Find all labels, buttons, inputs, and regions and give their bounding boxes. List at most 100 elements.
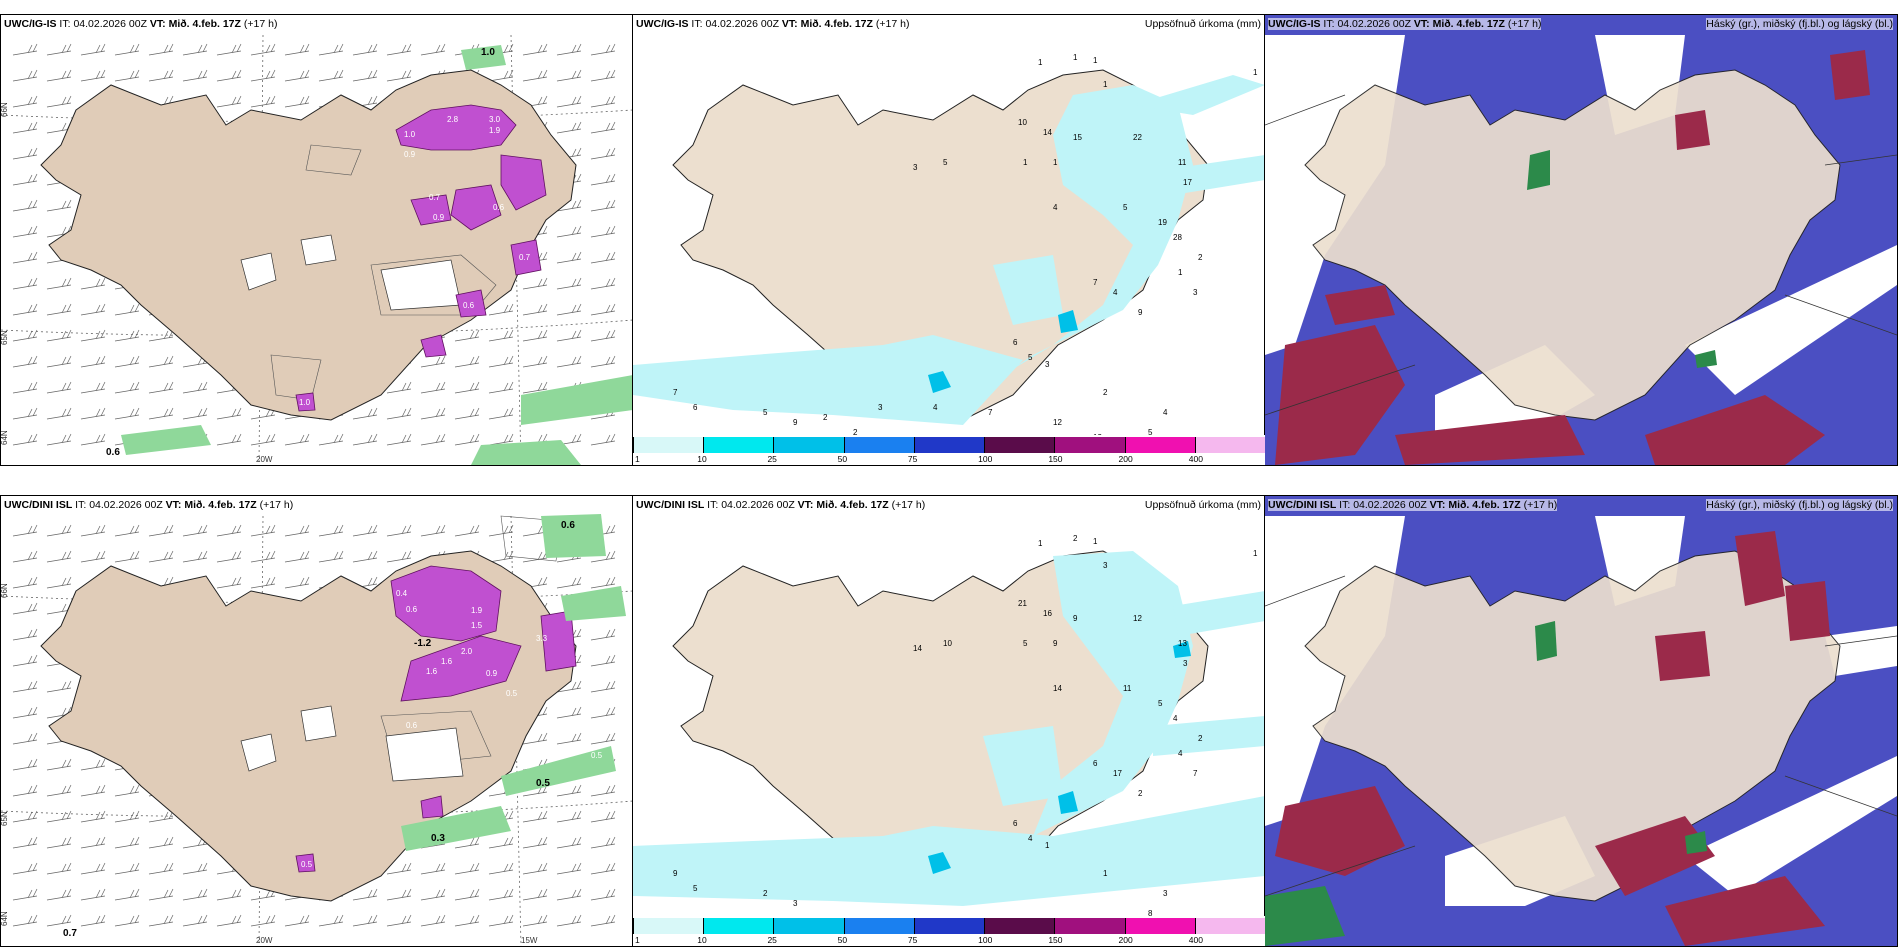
- precip-blobs: [295, 565, 577, 873]
- wind-barb: [488, 381, 514, 394]
- precip-value: 10: [1018, 118, 1027, 127]
- wind-barb: [590, 576, 616, 589]
- wind-barb: [590, 277, 616, 290]
- wind-barb: [148, 355, 174, 368]
- precip-core: [928, 310, 1078, 393]
- colorbar-tick: 50: [837, 454, 848, 464]
- precip-value: 5: [1148, 428, 1153, 435]
- panel-title: Háský (gr.), miðský (fj.bl.) og lágský (…: [1706, 499, 1893, 511]
- panel-title: Uppsöfnuð úrkoma (mm): [1144, 499, 1261, 511]
- wind-barb: [182, 862, 208, 875]
- colorbar-segment: [843, 437, 914, 453]
- colorbar-tick: 1: [635, 454, 640, 464]
- wind-barb: [12, 654, 38, 667]
- wind-barb: [216, 914, 242, 927]
- wind-barb: [114, 303, 140, 316]
- svg-text:1.6: 1.6: [441, 657, 453, 666]
- wind-barb: [488, 303, 514, 316]
- wind-barb: [420, 355, 446, 368]
- colorbar-tick: 75: [907, 935, 918, 945]
- svg-text:1.0: 1.0: [404, 130, 416, 139]
- low-cloud-areas: [1527, 150, 1717, 368]
- precip-value: 1: [1045, 841, 1050, 850]
- wind-barb: [522, 836, 548, 849]
- wind-barb: [46, 524, 72, 537]
- svg-text:20W: 20W: [256, 455, 273, 464]
- wind-barb: [148, 329, 174, 342]
- wind-barb: [80, 784, 106, 797]
- precip-value: 1: [1038, 58, 1043, 67]
- wind-barb: [590, 628, 616, 641]
- precip-value: 2: [1198, 734, 1203, 743]
- colorbar-segment: [773, 437, 844, 453]
- svg-text:3.0: 3.0: [489, 115, 501, 124]
- precip-value: 4: [933, 403, 938, 412]
- panel-header: UWC/IG-IS IT: 04.02.2026 00Z VT: Mið. 4.…: [1268, 18, 1542, 30]
- wind-barb: [46, 95, 72, 108]
- wind-barb: [352, 524, 378, 537]
- snow-blobs: [240, 234, 462, 311]
- wind-barb: [12, 914, 38, 927]
- colorbar: 1 10 25 50 75 100 150 200 400: [633, 916, 1265, 946]
- wind-barb: [114, 355, 140, 368]
- wind-barb: [12, 836, 38, 849]
- precip-value: 9: [1073, 614, 1078, 623]
- colorbar-tick: 200: [1118, 935, 1133, 945]
- precip-value: 7: [988, 408, 993, 417]
- wind-barb: [556, 121, 582, 134]
- wind-barb: [216, 576, 242, 589]
- svg-text:15W: 15W: [521, 936, 538, 945]
- wind-barb: [284, 550, 310, 563]
- wind-barb: [454, 381, 480, 394]
- wind-barb: [80, 862, 106, 875]
- svg-text:-1.2: -1.2: [414, 638, 432, 649]
- wind-barb: [46, 784, 72, 797]
- axis-labels: 66N 65N 64N 20W 15W: [1, 583, 538, 945]
- wind-barb: [386, 914, 412, 927]
- precip-value: 2: [823, 413, 828, 422]
- wind-barb: [284, 43, 310, 56]
- wind-barb: [114, 836, 140, 849]
- wind-barb: [114, 69, 140, 82]
- wind-barb: [250, 43, 276, 56]
- svg-text:0.4: 0.4: [396, 589, 408, 598]
- wind-barb: [590, 69, 616, 82]
- colorbar-segment: [1194, 918, 1265, 934]
- pressure-labels: 0.6 0.4 0.6 1.9 1.5 2.0 1.6 0.9 -1.2 1.6…: [63, 520, 603, 939]
- wind-barb: [318, 69, 344, 82]
- svg-text:1.9: 1.9: [489, 126, 501, 135]
- precip-value: 1: [1053, 158, 1058, 167]
- wind-barb: [46, 862, 72, 875]
- wind-barb: [454, 524, 480, 537]
- wind-barb: [250, 550, 276, 563]
- wind-barb: [556, 251, 582, 264]
- svg-text:0.5: 0.5: [506, 689, 518, 698]
- precip-value: 1: [1093, 537, 1098, 546]
- panel-header: UWC/DINI ISL IT: 04.02.2026 00Z VT: Mið.…: [4, 499, 294, 511]
- wind-barb: [556, 576, 582, 589]
- wind-barb: [488, 914, 514, 927]
- wind-barb: [12, 810, 38, 823]
- wind-barb: [182, 69, 208, 82]
- wind-barb: [590, 550, 616, 563]
- colorbar: 1 10 25 50 75 100 150 200 400: [633, 435, 1265, 465]
- wind-barb: [114, 524, 140, 537]
- wind-barb: [148, 836, 174, 849]
- wind-barb: [590, 355, 616, 368]
- wind-barb: [386, 407, 412, 420]
- wind-barb: [590, 251, 616, 264]
- wind-barb: [12, 784, 38, 797]
- precip-value: 2: [1073, 534, 1078, 543]
- wind-barb: [250, 95, 276, 108]
- panel-header: UWC/IG-IS IT: 04.02.2026 00Z VT: Mið. 4.…: [636, 18, 910, 30]
- wind-barb: [12, 121, 38, 134]
- wind-barb: [114, 407, 140, 420]
- colorbar-tick: 1: [635, 935, 640, 945]
- precip-value: 5: [693, 884, 698, 893]
- precip-value: 14: [1043, 128, 1052, 137]
- wind-barb: [386, 43, 412, 56]
- colorbar-segment: [1124, 437, 1195, 453]
- precip-value: 5: [1158, 699, 1163, 708]
- wind-barb: [46, 914, 72, 927]
